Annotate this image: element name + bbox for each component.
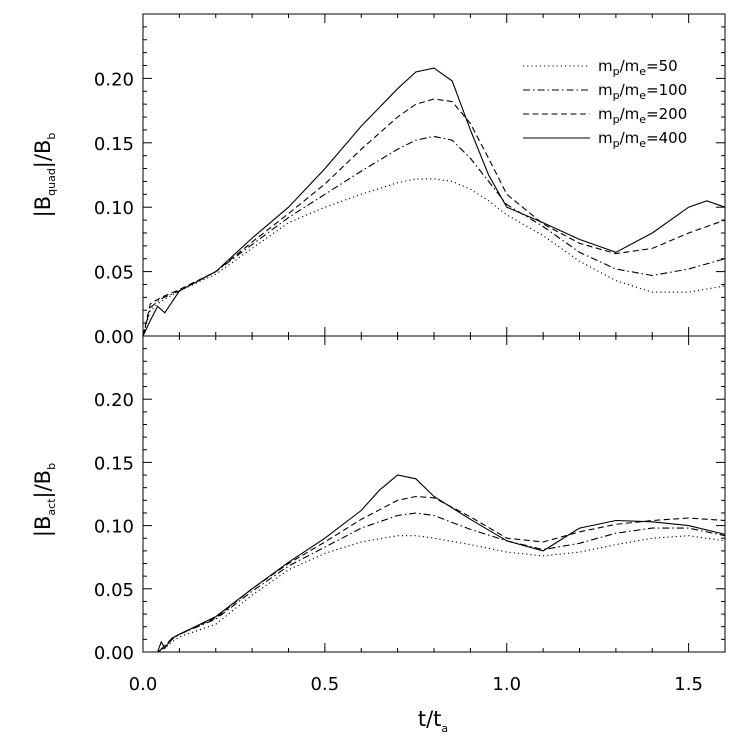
top-series-line [142, 98, 726, 337]
x-axis-title: t/ta [418, 707, 448, 735]
top-y-tick-label: 0.00 [94, 327, 134, 348]
legend-entry-label: mp/me=50 [598, 57, 678, 78]
bottom-x-tick-label: 0.0 [129, 674, 158, 695]
bottom-y-tick-label: 0.20 [94, 390, 134, 411]
bottom-series-line [143, 474, 726, 653]
bottom-y-tick-label: 0.00 [94, 643, 134, 664]
top-series-line [142, 67, 726, 337]
bottom-y-tick-label: 0.10 [94, 517, 134, 538]
bottom-panel: 0.00 0.05 0.10 0.15 0.20 0.0 0.5 1.0 1.5 [94, 335, 726, 695]
bottom-y-tick-label: 0.15 [94, 453, 134, 474]
top-panel: 0.000.050.100.150.20mp/me=50mp/me=100mp/… [94, 13, 726, 348]
top-y-tick-label: 0.20 [94, 69, 134, 90]
bottom-y-tick-label: 0.05 [94, 580, 134, 601]
bottom-x-tick-label: 1.0 [492, 674, 521, 695]
top-series-line [142, 178, 726, 337]
bottom-series-line [143, 495, 726, 653]
bottom-x-tick-label: 1.5 [674, 674, 703, 695]
legend: mp/me=50 mp/me=100 mp/me=200 mp/me=400 [523, 57, 687, 150]
bottom-x-tick-label: 0.5 [311, 674, 340, 695]
top-y-axis-title: |Bquad|/Bb [31, 133, 58, 218]
bottom-series-line [143, 512, 726, 653]
legend-entry-label: mp/me=200 [598, 105, 687, 126]
top-y-tick-label: 0.10 [94, 198, 134, 219]
legend-entry-label: mp/me=100 [598, 81, 687, 102]
top-y-tick-label: 0.05 [94, 263, 134, 284]
legend-entry-label: mp/me=400 [598, 129, 687, 150]
bottom-y-axis-title: |Bact|/Bb [31, 463, 58, 537]
top-y-tick-label: 0.15 [94, 134, 134, 155]
